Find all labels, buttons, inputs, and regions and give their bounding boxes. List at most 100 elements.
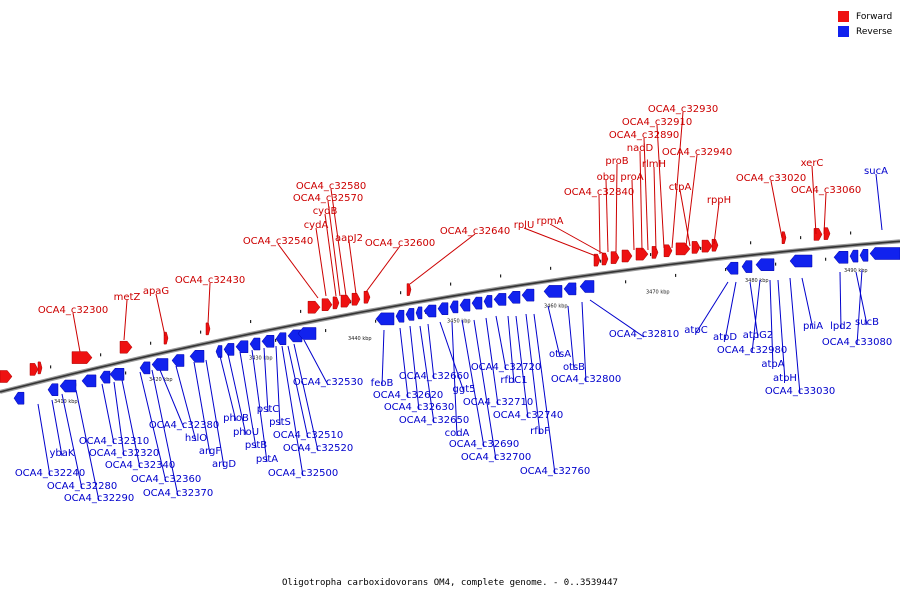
reverse-gene-arrow: [81, 374, 97, 388]
leader-line: [801, 277, 814, 330]
leader-line: [856, 269, 863, 346]
forward-gene-arrow: [37, 361, 43, 375]
leader-line: [348, 240, 357, 295]
reverse-gene-arrow: [833, 251, 849, 264]
gene-label-oca4-c32600: OCA4_c32600: [365, 238, 435, 249]
reverse-gene-arrow: [415, 306, 423, 320]
gene-label-phou: phoU: [233, 427, 259, 438]
gene-label-rfbc1: rfbC1: [500, 375, 527, 386]
gene-label-oca4-c32630: OCA4_c32630: [384, 402, 454, 413]
reverse-gene-arrow: [171, 354, 185, 367]
gene-label-suca: sucA: [864, 166, 888, 177]
reverse-gene-arrow: [869, 247, 900, 260]
gene-label-oca4-c32640: OCA4_c32640: [440, 226, 510, 237]
gene-label-oca4-c32620: OCA4_c32620: [373, 390, 443, 401]
reverse-gene-arrow: [235, 340, 249, 353]
reverse-gene-arrow: [725, 261, 739, 275]
forward-gene-arrow: [406, 283, 412, 296]
reverse-gene-arrow: [755, 258, 775, 271]
gene-label-hslo: hslO: [185, 433, 207, 444]
gene-label-ggt5: ggt5: [453, 384, 476, 395]
track-dash: [725, 268, 727, 272]
leader-line: [227, 353, 247, 436]
leader-line: [419, 325, 435, 424]
forward-gene-arrow: [205, 322, 211, 336]
gene-arrows: [0, 227, 900, 405]
leader-line: [724, 281, 737, 341]
forward-gene-arrow: [0, 370, 13, 383]
reverse-gene-arrow: [215, 345, 223, 358]
reverse-gene-arrow: [459, 298, 471, 312]
reverse-gene-arrow: [859, 249, 869, 262]
gene-label-oca4-c32360: OCA4_c32360: [131, 474, 201, 485]
leader-line: [239, 351, 257, 449]
leader-line: [121, 379, 141, 469]
leader-line: [37, 403, 51, 477]
forward-gene-arrow: [701, 239, 713, 253]
genome-backbone: [0, 239, 900, 394]
leader-line: [567, 305, 575, 371]
gene-label-ctpa: ctpA: [669, 182, 692, 193]
forward-gene-arrow: [711, 238, 719, 252]
gene-label-psts: pstS: [269, 417, 291, 428]
leader-line: [207, 282, 211, 325]
reverse-gene-arrow: [521, 288, 535, 302]
gene-label-argf: argF: [199, 446, 221, 457]
leader-line: [427, 323, 435, 380]
reverse-gene-arrow: [297, 327, 317, 340]
reverse-gene-arrow: [375, 312, 395, 326]
track-dash: [500, 274, 502, 278]
leader-line: [151, 369, 179, 497]
leader-line: [101, 383, 115, 445]
reverse-gene-arrow: [849, 249, 859, 263]
legend-forward: Forward: [838, 9, 892, 24]
leader-line: [51, 399, 63, 457]
leader-line: [461, 319, 485, 448]
track-dash: [300, 309, 302, 313]
gene-label-prob: proB: [605, 156, 628, 167]
leader-line: [777, 279, 786, 382]
leader-line: [123, 299, 128, 341]
leader-line: [72, 312, 81, 353]
reverse-gene-arrow: [741, 260, 753, 273]
gene-label-pstb: pstB: [245, 440, 267, 451]
reverse-gene-arrow: [275, 332, 287, 345]
gene-label-psta: pstA: [256, 454, 278, 465]
reverse-gene-arrow: [151, 358, 169, 371]
tick-label: 3460 kbp: [544, 303, 568, 309]
leader-line: [598, 194, 601, 255]
gene-label-oca4-c32300: OCA4_c32300: [38, 305, 108, 316]
leader-line: [515, 315, 529, 419]
gene-label-pria: priA: [803, 321, 823, 332]
gene-label-oca4-c32840: OCA4_c32840: [564, 187, 634, 198]
leader-line: [205, 359, 225, 468]
gene-label-oca4-c32500: OCA4_c32500: [268, 468, 338, 479]
track-dash: [150, 341, 152, 345]
leader-line: [113, 381, 125, 457]
track-dash: [775, 262, 777, 266]
leader-line: [327, 200, 341, 297]
gene-label-oca4-c32320: OCA4_c32320: [89, 448, 159, 459]
forward-swatch: [838, 11, 849, 22]
gene-label-oca4-c32890: OCA4_c32890: [609, 130, 679, 141]
tick-label: 3480 kbp: [745, 278, 769, 284]
forward-gene-arrow: [29, 363, 39, 376]
reverse-gene-arrow: [437, 302, 449, 315]
gene-label-rfbf: rfbF: [530, 426, 550, 437]
leader-line: [525, 313, 541, 435]
track-dash: [600, 259, 602, 263]
leader-line: [685, 154, 698, 247]
gene-label-oca4-c32660: OCA4_c32660: [399, 371, 469, 382]
track-dash: [125, 371, 127, 375]
reverse-gene-arrow: [483, 295, 493, 308]
leader-line: [523, 227, 597, 257]
leader-line: [671, 111, 684, 249]
leader-line: [439, 321, 465, 393]
gene-label-otsb: otsB: [563, 362, 585, 373]
gene-label-rpma: rpmA: [536, 216, 563, 227]
tick-label: 3420 kbp: [149, 377, 173, 383]
leader-line: [365, 245, 401, 293]
gene-label-oca4-c32290: OCA4_c32290: [64, 493, 134, 504]
gene-label-otsa: otsA: [549, 349, 571, 360]
leader-line: [615, 163, 618, 253]
